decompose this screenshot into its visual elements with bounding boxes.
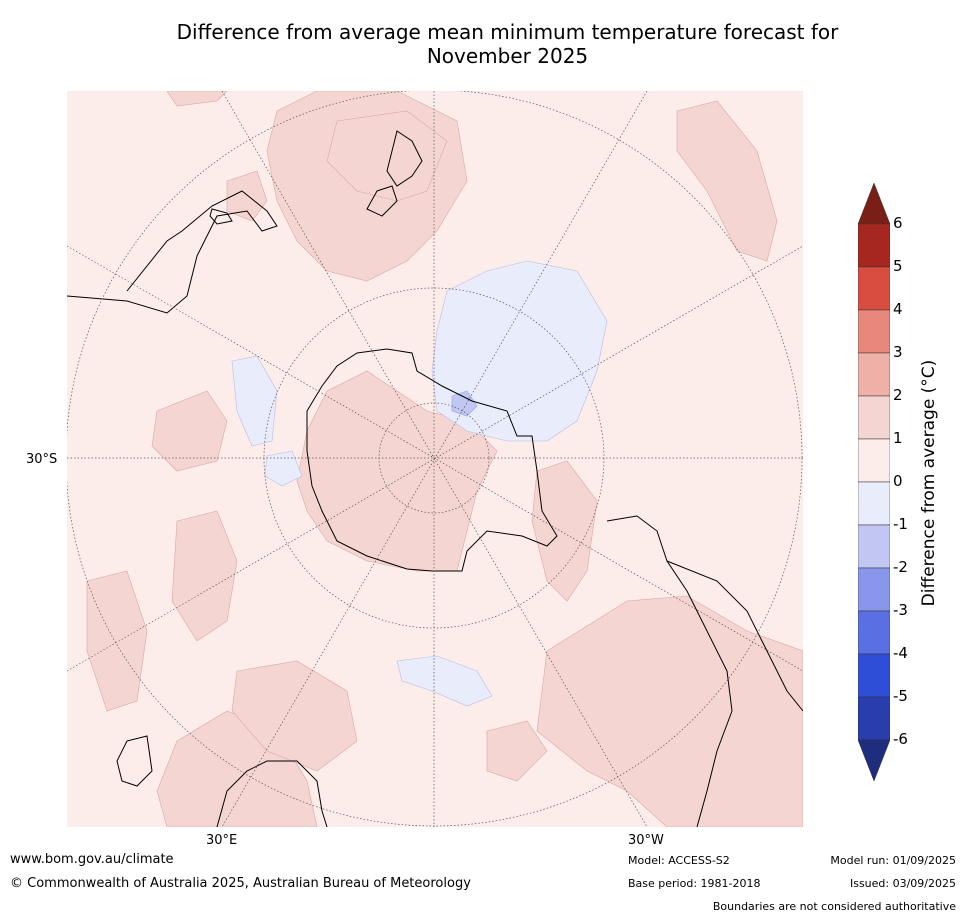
colorbar-tick-label: 6	[893, 214, 903, 232]
atlantic-warm-patch	[486, 720, 548, 782]
meridian-diagonal-4	[67, 245, 803, 672]
indian-warm-patch-3	[86, 570, 148, 712]
colorbar-segment	[858, 567, 890, 612]
map-title: Difference from average mean minimum tem…	[90, 20, 925, 68]
colorbar-segment	[858, 395, 890, 440]
indian-warm-patch-2	[171, 510, 238, 642]
colorbar-segment	[858, 653, 890, 698]
indian-warm-patch-1	[151, 390, 228, 472]
pacific-warm-region	[326, 110, 448, 202]
colorbar-tick-label: 1	[893, 429, 903, 447]
map-canvas	[67, 91, 803, 827]
africa-coastline	[216, 760, 328, 827]
south-america-east-coastline	[666, 560, 803, 712]
colorbar-extend-top	[858, 183, 890, 225]
title-line-2: November 2025	[426, 44, 589, 68]
colorbar-segment	[858, 309, 890, 354]
colorbar-segment	[858, 352, 890, 397]
longitude-label-30w: 30°W	[628, 833, 664, 848]
colorbar-segment	[858, 223, 890, 268]
map-panel	[67, 91, 803, 827]
colorbar-tick-label: 0	[893, 472, 903, 490]
latitude-label-30s: 30°S	[26, 452, 58, 467]
footer-website: www.bom.gov.au/climate	[10, 852, 174, 867]
footer-copyright: © Commonwealth of Australia 2025, Austra…	[10, 876, 471, 891]
colorbar-tick-label: -1	[893, 515, 908, 533]
southern-indian-cool-patch	[264, 450, 303, 487]
colorbar-segment	[858, 610, 890, 655]
southeast-pacific-warm-patch	[676, 100, 778, 262]
south-america-coastline	[606, 515, 733, 827]
new-zealand-south-island	[366, 185, 398, 217]
colorbar-tick-label: -5	[893, 687, 908, 705]
colorbar-segment	[858, 696, 890, 741]
colorbar-segment	[858, 266, 890, 311]
title-line-1: Difference from average mean minimum tem…	[176, 20, 839, 44]
colorbar-title: Difference from average (°C)	[919, 359, 939, 607]
footer-issued: Issued: 03/09/2025	[849, 877, 956, 890]
colorbar-segment	[858, 438, 890, 483]
west-australia-warm-patch	[226, 170, 268, 222]
footer-base-period: Base period: 1981-2018	[628, 877, 761, 890]
drake-warm-patch	[531, 460, 598, 602]
colorbar-extend-bottom	[858, 739, 890, 781]
weddell-cool-patch	[451, 390, 478, 417]
new-zealand-north-island	[386, 130, 423, 187]
madagascar-coastline	[116, 735, 153, 787]
colorbar-tick-label: -3	[893, 601, 908, 619]
north-top-warm-region	[166, 91, 228, 107]
indian-ocean-cool-patch	[231, 355, 278, 447]
colorbar	[858, 183, 890, 781]
ross-sea-cool-region	[431, 260, 608, 442]
colorbar-segment	[858, 481, 890, 526]
antarctica-warm-region	[296, 370, 498, 572]
colorbar-tick-label: 2	[893, 386, 903, 404]
footer-disclaimer: Boundaries are not considered authoritat…	[712, 900, 956, 913]
south-america-warm-region	[536, 595, 803, 827]
colorbar-tick-label: 5	[893, 257, 903, 275]
colorbar-tick-label: -4	[893, 644, 908, 662]
footer-model: Model: ACCESS-S2	[628, 854, 730, 867]
colorbar-tick-label: -6	[893, 730, 908, 748]
atlantic-cool-patch	[396, 655, 493, 707]
footer-model-run: Model run: 01/09/2025	[830, 854, 956, 867]
colorbar-segment	[858, 524, 890, 569]
antarctica-coastline	[306, 348, 558, 572]
tasmania-coastline	[209, 208, 233, 225]
colorbar-tick-label: -2	[893, 558, 908, 576]
colorbar-tick-label: 4	[893, 300, 903, 318]
indian-warm-patch-4	[231, 660, 358, 772]
colorbar-tick-label: 3	[893, 343, 903, 361]
longitude-label-30e: 30°E	[206, 833, 238, 848]
